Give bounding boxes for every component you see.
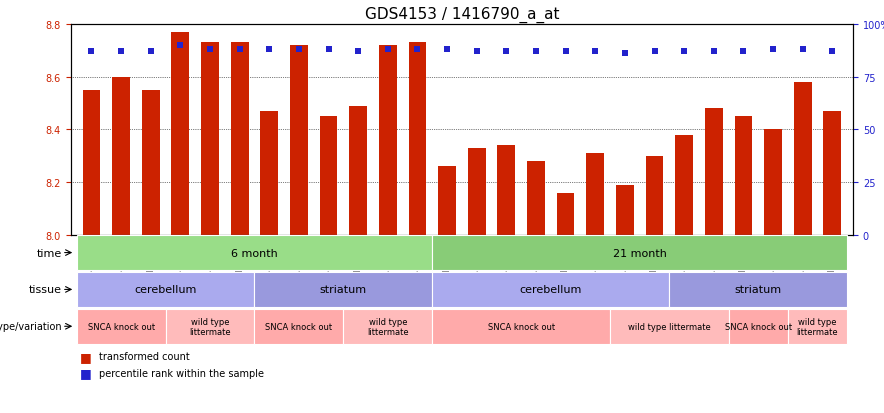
Text: SNCA knock out: SNCA knock out xyxy=(88,322,155,331)
Bar xyxy=(498,146,515,235)
Text: wild type littermate: wild type littermate xyxy=(628,322,711,331)
Bar xyxy=(231,43,248,235)
Bar xyxy=(645,157,663,235)
Text: SNCA knock out: SNCA knock out xyxy=(725,322,792,331)
Bar xyxy=(202,43,219,235)
Bar xyxy=(438,167,456,235)
Bar xyxy=(586,154,604,235)
Bar xyxy=(320,117,338,235)
Bar xyxy=(171,33,189,235)
Text: ■: ■ xyxy=(80,350,91,363)
Bar xyxy=(675,135,693,235)
Text: transformed count: transformed count xyxy=(99,351,190,361)
Text: cerebellum: cerebellum xyxy=(520,285,582,295)
Bar xyxy=(141,90,160,235)
Bar xyxy=(112,78,130,235)
Text: wild type
littermate: wild type littermate xyxy=(189,317,231,336)
Bar xyxy=(764,130,782,235)
Bar xyxy=(823,112,842,235)
Bar xyxy=(379,46,397,235)
Text: SNCA knock out: SNCA knock out xyxy=(265,322,332,331)
Text: striatum: striatum xyxy=(735,285,781,295)
Text: 6 month: 6 month xyxy=(231,248,278,258)
Bar xyxy=(527,162,545,235)
Bar xyxy=(261,112,278,235)
Text: tissue: tissue xyxy=(29,285,62,295)
Bar xyxy=(408,43,426,235)
Bar xyxy=(82,90,101,235)
Bar xyxy=(705,109,723,235)
Bar xyxy=(468,149,485,235)
Bar xyxy=(290,46,308,235)
Bar xyxy=(794,83,812,235)
Bar xyxy=(557,193,575,235)
Text: 21 month: 21 month xyxy=(613,248,667,258)
Text: genotype/variation: genotype/variation xyxy=(0,321,62,332)
Title: GDS4153 / 1416790_a_at: GDS4153 / 1416790_a_at xyxy=(364,7,560,24)
Text: SNCA knock out: SNCA knock out xyxy=(488,322,555,331)
Text: time: time xyxy=(36,248,62,258)
Text: percentile rank within the sample: percentile rank within the sample xyxy=(99,368,264,378)
Bar xyxy=(735,117,752,235)
Text: wild type
littermate: wild type littermate xyxy=(796,317,838,336)
Text: striatum: striatum xyxy=(320,285,367,295)
Bar xyxy=(616,185,634,235)
Text: cerebellum: cerebellum xyxy=(134,285,197,295)
Text: wild type
littermate: wild type littermate xyxy=(367,317,408,336)
Bar xyxy=(349,107,367,235)
Text: ■: ■ xyxy=(80,366,91,380)
